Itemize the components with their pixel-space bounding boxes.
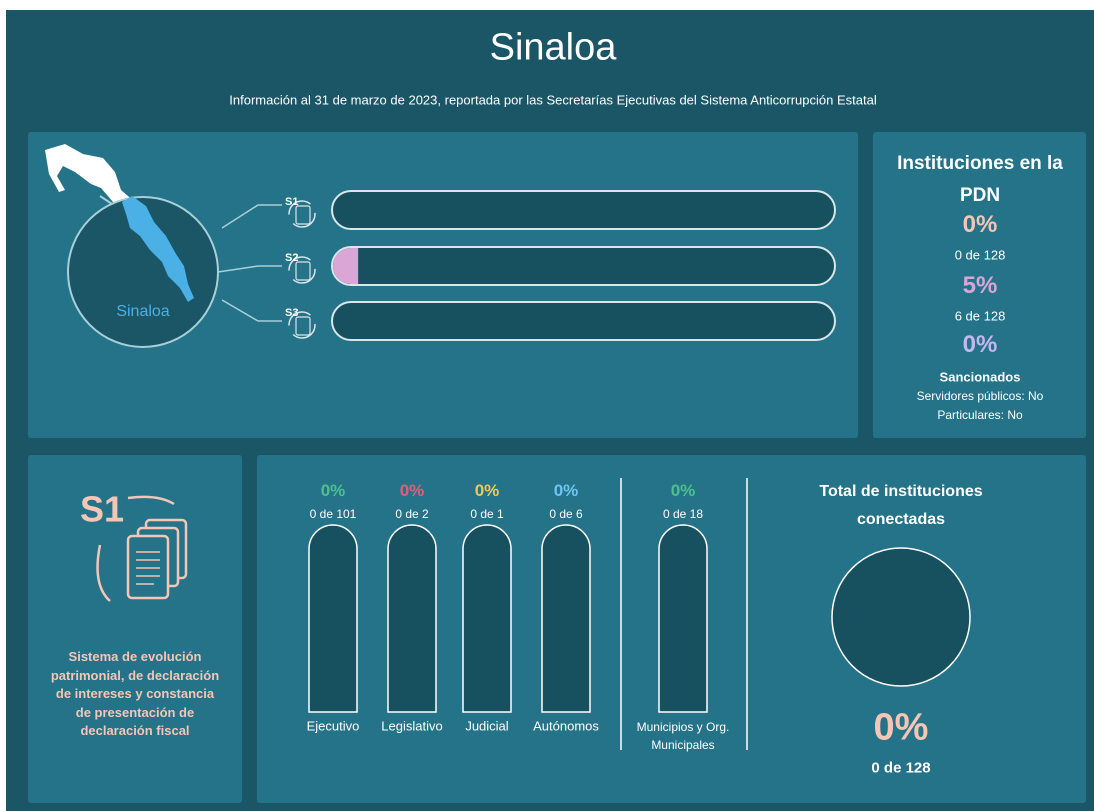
system-icon <box>288 311 316 339</box>
pdn-line: Particulares: No <box>937 408 1023 422</box>
progress-track <box>331 246 836 286</box>
total-circle <box>831 547 971 687</box>
branch-count: 0 de 6 <box>549 507 583 521</box>
branch-name: Municipios y Org. Municipales <box>636 720 730 752</box>
branch-track <box>462 524 512 713</box>
branch-percent: 0% <box>474 481 500 500</box>
pdn-count: 0 de 128 <box>954 247 1006 263</box>
branch-count: 0 de 2 <box>395 507 429 521</box>
pdn-percent: 5% <box>962 272 998 299</box>
system-icon <box>288 200 316 228</box>
connector <box>221 204 282 229</box>
branch-name: Legislativo <box>381 718 443 734</box>
total-count: 0 de 128 <box>871 759 931 777</box>
branch-count: 0 de 18 <box>662 507 704 521</box>
system-label: S3 <box>285 307 298 319</box>
pdn-subheading: Sancionados <box>939 369 1021 385</box>
total-heading: Total de instituciones conectadas <box>819 483 983 528</box>
total-percent: 0% <box>873 706 929 749</box>
pdn-count: 6 de 128 <box>954 308 1006 324</box>
branch-percent: 0% <box>553 481 579 500</box>
branch-name: Judicial <box>465 718 509 734</box>
pdn-heading: Instituciones en la PDN <box>897 153 1063 206</box>
branch-track <box>308 524 358 713</box>
progress-track <box>331 190 836 230</box>
branch-track <box>541 524 591 713</box>
branch-percent: 0% <box>399 481 425 500</box>
branch-track <box>387 524 437 713</box>
pdn-percent: 0% <box>962 211 998 238</box>
system-label: S1 <box>285 196 298 208</box>
title: Sinaloa <box>489 26 617 69</box>
progress-track <box>331 301 836 341</box>
system-badge: S1 <box>80 489 124 530</box>
connector <box>217 265 282 273</box>
branch-count: 0 de 1 <box>470 507 504 521</box>
mexico-icon <box>45 144 135 208</box>
connector <box>221 299 282 322</box>
connector <box>99 195 113 205</box>
system-icon-doc <box>295 316 311 336</box>
system-panel <box>28 455 242 803</box>
subtitle: Información al 31 de marzo de 2023, repo… <box>229 92 877 108</box>
pdn-line: Servidores públicos: No <box>916 389 1044 403</box>
system-icon-doc <box>295 261 311 281</box>
branch-percent: 0% <box>670 481 696 500</box>
branch-name: Autónomos <box>533 718 599 734</box>
branch-percent: 0% <box>320 481 346 500</box>
branch-count: 0 de 101 <box>309 507 357 521</box>
s1-icon <box>96 495 188 602</box>
pdn-percent: 0% <box>962 331 998 358</box>
branch-name: Ejecutivo <box>306 718 360 734</box>
system-description: Sistema de evolución patrimonial, de dec… <box>50 648 220 738</box>
map-label: Sinaloa <box>116 303 170 320</box>
pdn-panel <box>873 132 1086 438</box>
system-label: S2 <box>285 252 298 264</box>
state-shape <box>122 196 194 302</box>
system-icon <box>288 256 316 284</box>
system-icon-doc <box>295 205 311 225</box>
branch-track <box>658 524 708 713</box>
